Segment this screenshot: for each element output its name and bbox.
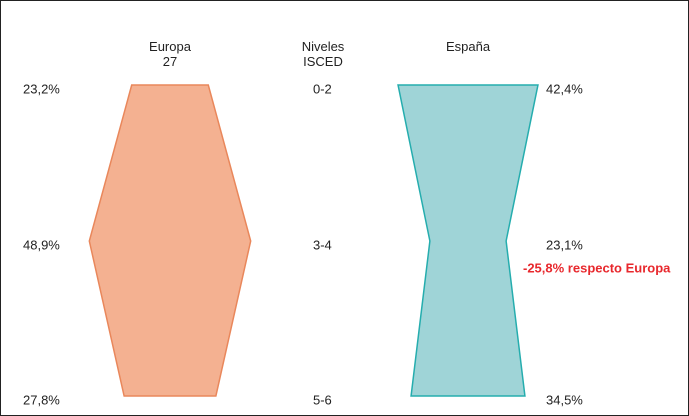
value-label: 34,5% [546, 392, 583, 408]
category-label: 0-2 [313, 81, 332, 97]
profile-shape [88, 84, 252, 397]
value-label: 42,4% [546, 81, 583, 97]
value-label: 23,2% [23, 81, 60, 97]
category-label: 5-6 [313, 392, 332, 408]
profile-shape [397, 84, 539, 397]
category-header: Niveles ISCED [301, 39, 345, 69]
annotation: -25,8% respecto Europa [523, 260, 671, 276]
value-label: 23,1% [546, 237, 583, 253]
series-name: Europa 27 [149, 39, 191, 69]
value-label: 27,8% [23, 392, 60, 408]
category-label: 3-4 [313, 237, 332, 253]
series-name: España [445, 39, 491, 54]
value-label: 48,9% [23, 237, 60, 253]
